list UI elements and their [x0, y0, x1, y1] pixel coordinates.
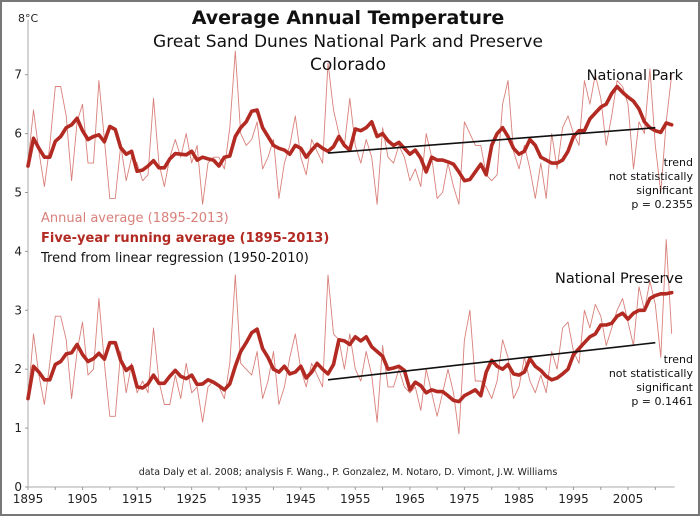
preserve-note-line: not statistically: [609, 367, 694, 380]
preserve-note-line: trend: [664, 353, 693, 366]
x-tick-label: 1975: [449, 492, 480, 506]
x-tick-label: 1935: [231, 492, 262, 506]
y-tick-label: 7: [14, 68, 22, 82]
preserve-annual-line: [27, 239, 673, 435]
chart-title: Average Annual Temperature: [192, 7, 505, 29]
x-tick-label: 1945: [285, 492, 316, 506]
park-note-line: trend: [664, 156, 693, 169]
x-tick-label: 1915: [122, 492, 153, 506]
x-tick-label: 1955: [340, 492, 371, 506]
legend: Annual average (1895-2013) Five-year run…: [40, 211, 329, 266]
park-note-line: not statistically: [609, 170, 694, 183]
park-note-pvalue: p = 0.2355: [631, 198, 693, 211]
y-tick-label: 5: [14, 186, 22, 200]
data-credit: data Daly et al. 2008; analysis F. Wang.…: [139, 467, 558, 478]
x-tick-label: 1995: [558, 492, 589, 506]
y-tick-label: 4: [14, 244, 22, 258]
panel-label-park: National Park: [587, 68, 684, 84]
y-tick-label: 2: [14, 362, 22, 376]
park-note-line: significant: [636, 184, 693, 197]
axes: 0 1 2 3 4 5 6 7 1895 1905 1915 1925 1935 1945 1955 1965…: [13, 19, 675, 506]
park-trend-note: trend not statistically significant p = …: [609, 156, 694, 211]
chart-subtitle: Great Sand Dunes National Park and Prese…: [153, 32, 543, 52]
chart-subtitle-location: Colorado: [310, 55, 386, 75]
legend-running: Five-year running average (1895-2013): [41, 231, 329, 246]
x-tick-label: 1905: [67, 492, 98, 506]
legend-trend: Trend from linear regression (1950-2010): [40, 251, 309, 266]
y-axis-unit-label: 8°C: [18, 12, 38, 25]
series-layer: [26, 50, 674, 435]
x-tick-label: 1925: [176, 492, 207, 506]
park-trend-line: [327, 126, 656, 154]
preserve-trend-line: [327, 341, 656, 381]
legend-annual: Annual average (1895-2013): [41, 211, 229, 226]
y-tick-label: 3: [14, 303, 22, 317]
y-tick-label: 1: [14, 421, 22, 435]
park-running-average-line: [26, 84, 674, 183]
x-tick-label: 2005: [613, 492, 644, 506]
preserve-note-line: significant: [636, 381, 693, 394]
preserve-note-pvalue: p = 0.1461: [631, 395, 693, 408]
preserve-trend-note: trend not statistically significant p = …: [609, 353, 694, 408]
x-tick-label: 1985: [504, 492, 535, 506]
x-tick-label: 1895: [13, 492, 44, 506]
preserve-running-average-line: [26, 290, 674, 404]
y-tick-label: 6: [14, 127, 22, 141]
y-tick-label: 0: [14, 480, 22, 494]
panel-label-preserve: National Preserve: [555, 271, 683, 287]
x-tick-label: 1965: [395, 492, 426, 506]
